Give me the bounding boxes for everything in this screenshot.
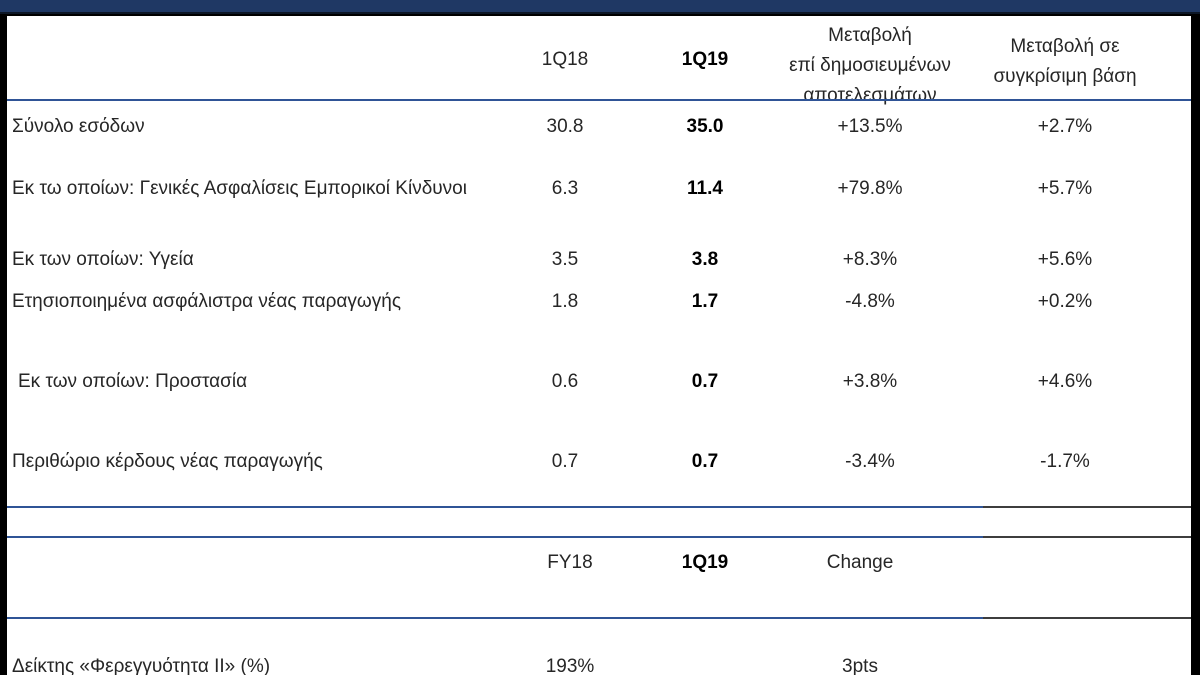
row-label: Εκ τω οποίων: Γενικές Ασφαλίσεις Εμπορικ… (12, 178, 467, 199)
value-change-comparable: -1.7% (1040, 451, 1090, 472)
value-1q19: 0.7 (691, 451, 719, 472)
col-header-1q18: 1Q18 (541, 49, 589, 70)
value-1q19: 11.4 (687, 178, 723, 199)
value-change-published: -3.4% (845, 451, 895, 472)
divider-rule-top-dark (983, 506, 1191, 508)
divider-rule-top-blue (7, 506, 983, 508)
col-header-change: Change (826, 552, 894, 573)
row-label: Εκ των οποίων: Προστασία (18, 371, 248, 392)
col-header-change-published: Μεταβολή επί δημοσιευμένων αποτελεσμάτων (770, 21, 970, 111)
value-change-comparable: +0.2% (1037, 291, 1093, 312)
col-header-change-published-line1: Μεταβολή (828, 25, 912, 46)
value-change-published: +79.8% (837, 178, 903, 199)
value-fy18: 193% (545, 656, 595, 675)
value-change: 3pts (842, 656, 878, 675)
col-header-change-published-line3: αποτελεσμάτων (803, 85, 937, 106)
value-change-published: +13.5% (837, 116, 903, 137)
col-header-1q19-table2: 1Q19 (681, 552, 729, 573)
value-change-comparable: +5.6% (1037, 249, 1093, 270)
row-label: Δείκτης «Φερεγγυότητα ΙΙ» (%) (12, 656, 271, 675)
row-label: Εκ των οποίων: Υγεία (12, 249, 194, 270)
divider-rule-bottom-dark (983, 536, 1191, 538)
value-change-published: +3.8% (842, 371, 898, 392)
value-change-comparable: +2.7% (1037, 116, 1093, 137)
value-change-published: -4.8% (845, 291, 895, 312)
value-1q19: 0.7 (691, 371, 719, 392)
top-accent-bar (0, 0, 1200, 14)
col-header-change-comparable-line1: Μεταβολή σε (1010, 36, 1120, 57)
table2-header-rule-dark (983, 617, 1191, 619)
value-change-comparable: +4.6% (1037, 371, 1093, 392)
value-1q19: 1.7 (691, 291, 719, 312)
row-label: Σύνολο εσόδων (12, 116, 145, 137)
value-1q18: 0.6 (551, 371, 579, 392)
row-label: Περιθώριο κέρδους νέας παραγωγής (12, 451, 323, 472)
value-1q19: 3.8 (691, 249, 719, 270)
value-change-published: +8.3% (842, 249, 898, 270)
value-1q18: 30.8 (546, 116, 584, 137)
value-1q18: 6.3 (551, 178, 579, 199)
col-header-fy18: FY18 (547, 552, 593, 573)
row-label: Ετησιοποιημένα ασφάλιστρα νέας παραγωγής (12, 291, 401, 312)
divider-rule-bottom-blue (7, 536, 983, 538)
value-1q19: 35.0 (686, 116, 724, 137)
col-header-1q19: 1Q19 (681, 49, 729, 70)
value-1q18: 3.5 (551, 249, 579, 270)
value-change-comparable: +5.7% (1037, 178, 1093, 199)
slide-content: 1Q18 1Q19 Μεταβολή επί δημοσιευμένων απο… (7, 16, 1191, 675)
value-1q18: 1.8 (551, 291, 579, 312)
table2-header-rule-blue (7, 617, 983, 619)
col-header-change-comparable: Μεταβολή σε συγκρίσιμη βάση (960, 32, 1170, 92)
col-header-change-comparable-line2: συγκρίσιμη βάση (993, 66, 1137, 87)
col-header-change-published-line2: επί δημοσιευμένων (789, 55, 951, 76)
table1-header-rule (7, 99, 1191, 101)
value-1q18: 0.7 (551, 451, 579, 472)
